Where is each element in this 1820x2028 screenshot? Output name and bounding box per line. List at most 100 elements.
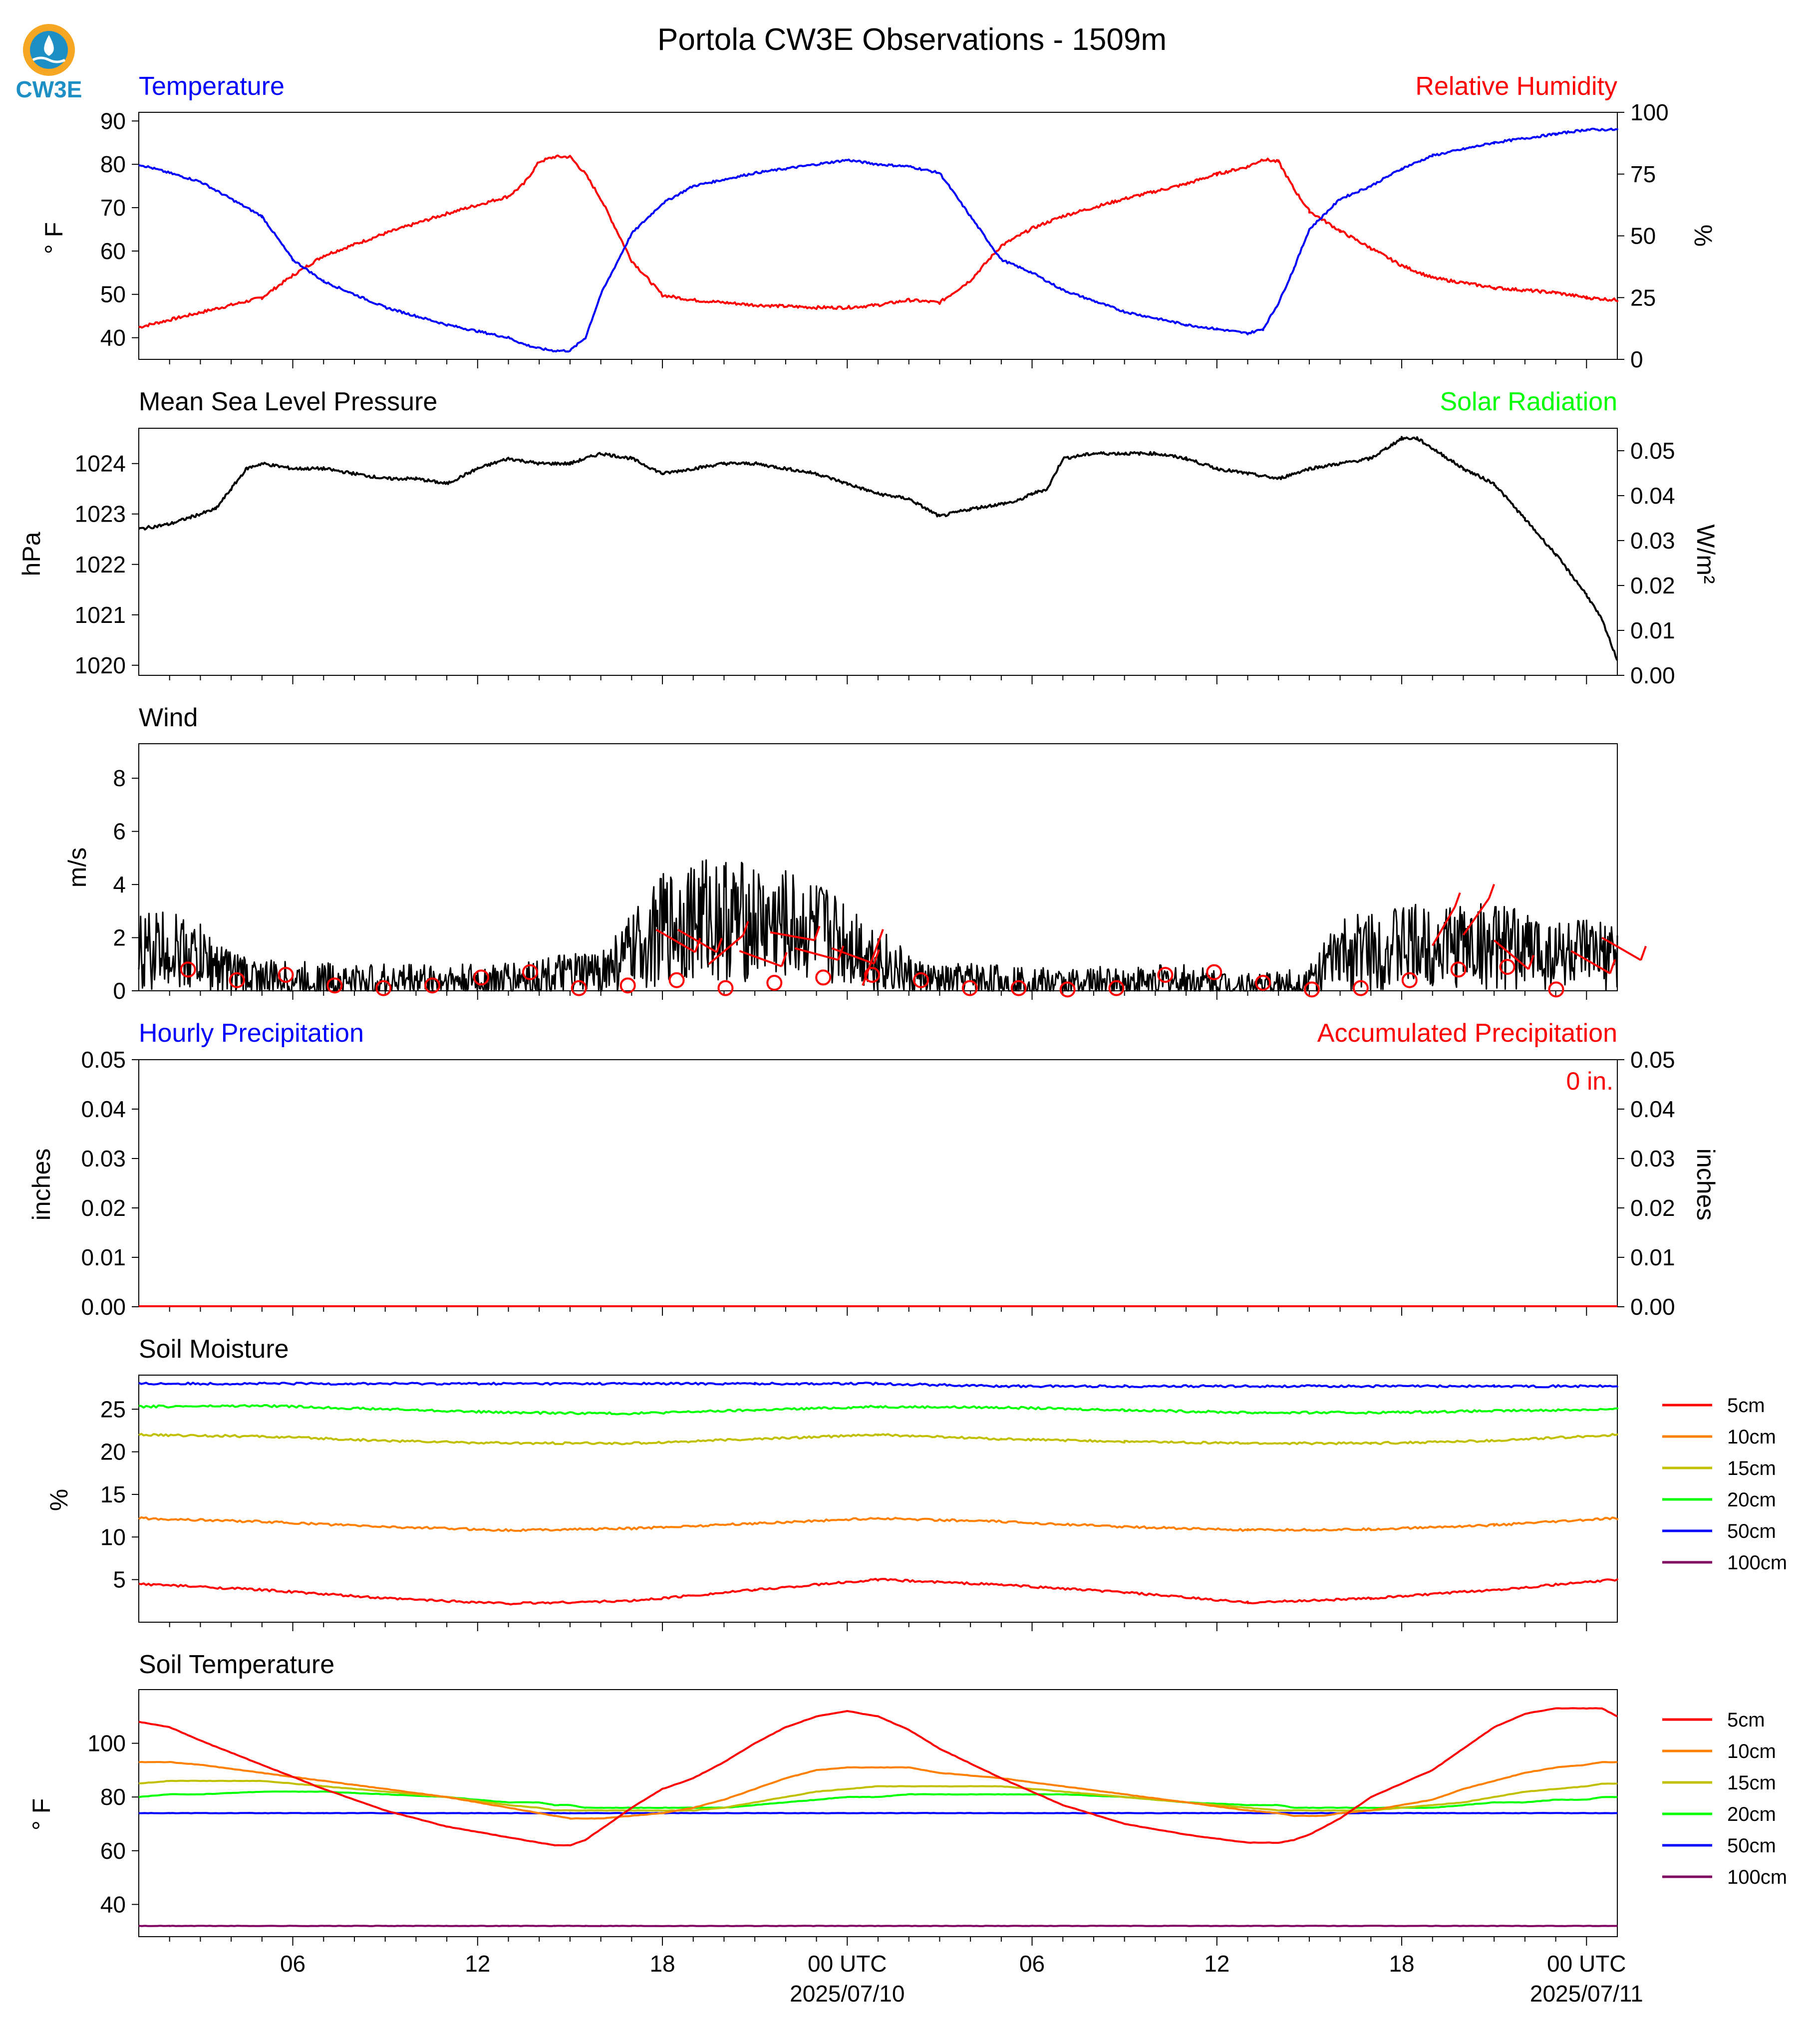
humidity-tick-label: 25 bbox=[1630, 285, 1656, 310]
x-tick-label: 12 bbox=[465, 1951, 490, 1977]
soil-moisture-20cm-line bbox=[138, 1404, 1618, 1416]
logo-wave-icon bbox=[32, 56, 66, 63]
pressure-tick-label: 1022 bbox=[75, 552, 126, 578]
calm-wind-marker bbox=[522, 964, 538, 980]
legend-label: 50cm bbox=[1727, 1520, 1776, 1542]
soil-moisture-tick-label: 15 bbox=[100, 1481, 126, 1507]
legend-label: 20cm bbox=[1727, 1803, 1776, 1825]
calm-wind-marker bbox=[1548, 981, 1564, 998]
legend-label: 50cm bbox=[1727, 1835, 1776, 1857]
humidity-title: Relative Humidity bbox=[1415, 72, 1617, 101]
wind-barb bbox=[831, 947, 875, 965]
calm-wind-marker bbox=[1010, 980, 1027, 996]
calm-wind-marker bbox=[766, 975, 783, 991]
solar-tick-label: 0.03 bbox=[1630, 528, 1675, 554]
wind-barb-flag bbox=[1640, 945, 1647, 961]
pressure-plot-area bbox=[138, 428, 1618, 676]
x-date-label: 2025/07/10 bbox=[790, 1981, 905, 2007]
pressure-tick-label: 1023 bbox=[75, 501, 126, 527]
legend-label: 15cm bbox=[1727, 1457, 1776, 1479]
solar-tick-label: 0.01 bbox=[1630, 617, 1675, 643]
accum-precip-tick-label: 0.02 bbox=[1630, 1195, 1675, 1221]
pressure-tick-label: 1021 bbox=[75, 602, 126, 628]
wind-barb bbox=[1570, 950, 1611, 974]
legend-label: 15cm bbox=[1727, 1772, 1776, 1794]
wind-axis-label: m/s bbox=[63, 848, 91, 888]
wind-title: Wind bbox=[139, 703, 198, 732]
accum-precip-tick-label: 0.00 bbox=[1630, 1294, 1675, 1320]
calm-wind-marker bbox=[961, 980, 978, 996]
soil-temperature-20cm-line bbox=[138, 1790, 1618, 1809]
calm-wind-marker bbox=[815, 969, 832, 986]
humidity-tick-label: 100 bbox=[1630, 99, 1669, 125]
temperature-line bbox=[138, 127, 1618, 353]
soil-moisture-tick-label: 10 bbox=[100, 1524, 126, 1550]
temperature-tick-label: 90 bbox=[100, 108, 126, 134]
calm-wind-marker bbox=[473, 969, 490, 986]
accum-precip-tick-label: 0.05 bbox=[1630, 1047, 1675, 1073]
legend-label: 100cm bbox=[1727, 1552, 1787, 1574]
wind-barb-flag bbox=[742, 921, 749, 936]
solar-tick-label: 0.00 bbox=[1630, 662, 1675, 688]
precip-right-axis-label: inches bbox=[1692, 1149, 1720, 1221]
calm-wind-marker bbox=[1401, 972, 1418, 988]
humidity-axis-label: % bbox=[1689, 225, 1717, 247]
soil-temperature-axis-label: ° F bbox=[27, 1798, 55, 1830]
temperature-plot-area bbox=[138, 112, 1618, 360]
wind-barb bbox=[1601, 936, 1642, 961]
humidity-tick-label: 75 bbox=[1630, 161, 1656, 187]
x-tick-label: 06 bbox=[280, 1951, 305, 1977]
hourly-precip-tick-label: 0.00 bbox=[81, 1294, 126, 1320]
wind-barb bbox=[862, 943, 879, 986]
soil-moisture-panel: Soil Moisture % bbox=[45, 1335, 1618, 1623]
soil-temperature-title: Soil Temperature bbox=[139, 1650, 334, 1679]
calm-wind-marker bbox=[1059, 981, 1076, 998]
precip-plot-area bbox=[138, 1059, 1618, 1307]
soil-temperature-tick-label: 80 bbox=[100, 1784, 126, 1810]
soil-temperature-tick-label: 40 bbox=[100, 1891, 126, 1917]
calm-wind-marker bbox=[912, 972, 929, 988]
soil-moisture-50cm-line bbox=[138, 1382, 1618, 1389]
soil-moisture-axis-label: % bbox=[45, 1489, 73, 1511]
wind-tick-label: 4 bbox=[113, 871, 126, 897]
wind-tick-label: 2 bbox=[113, 925, 126, 951]
calm-wind-marker bbox=[229, 972, 245, 988]
wind-barb bbox=[739, 950, 782, 967]
soil-temperature-10cm-line bbox=[138, 1760, 1618, 1820]
wind-barb-flag bbox=[877, 929, 884, 944]
x-tick-label: 06 bbox=[1019, 1951, 1045, 1977]
calm-wind-marker bbox=[1108, 980, 1125, 996]
calm-wind-marker bbox=[717, 980, 734, 996]
calm-wind-marker bbox=[278, 967, 294, 983]
wind-barb-flag bbox=[694, 937, 701, 953]
pressure-line bbox=[138, 436, 1618, 661]
wind-barb bbox=[1493, 939, 1529, 970]
soil-moisture-tick-label: 5 bbox=[113, 1567, 126, 1593]
hourly-precip-tick-label: 0.03 bbox=[81, 1146, 126, 1171]
solar-tick-label: 0.04 bbox=[1630, 483, 1675, 509]
temperature-axis-label: ° F bbox=[40, 222, 68, 254]
humidity-line bbox=[138, 154, 1618, 329]
wind-barb bbox=[708, 934, 744, 965]
cw3e-logo: CW3E bbox=[16, 24, 82, 102]
solar-tick-label: 0.02 bbox=[1630, 573, 1675, 598]
logo-text: CW3E bbox=[16, 76, 82, 102]
pressure-axis-label: hPa bbox=[17, 532, 45, 576]
pressure-tick-label: 1020 bbox=[75, 652, 126, 678]
precipitation-panel: Hourly Precipitation Accumulated Precipi… bbox=[27, 1019, 1720, 1307]
calm-wind-marker bbox=[1206, 964, 1222, 980]
legend-label: 10cm bbox=[1727, 1740, 1776, 1762]
wind-barb-flag bbox=[1454, 892, 1461, 907]
accum-precip-title: Accumulated Precipitation bbox=[1317, 1019, 1617, 1048]
temperature-tick-label: 50 bbox=[100, 282, 126, 307]
temperature-title: Temperature bbox=[139, 72, 285, 101]
wind-barb-flag bbox=[873, 949, 880, 964]
soil-moisture-10cm-line bbox=[138, 1516, 1618, 1532]
pressure-tick-label: 1024 bbox=[75, 451, 126, 477]
soil-moisture-tick-label: 20 bbox=[100, 1439, 126, 1465]
calm-wind-marker bbox=[424, 977, 441, 994]
solar-title: Solar Radiation bbox=[1440, 387, 1617, 416]
x-tick-label: 18 bbox=[1389, 1951, 1414, 1977]
temperature-tick-label: 80 bbox=[100, 151, 126, 177]
